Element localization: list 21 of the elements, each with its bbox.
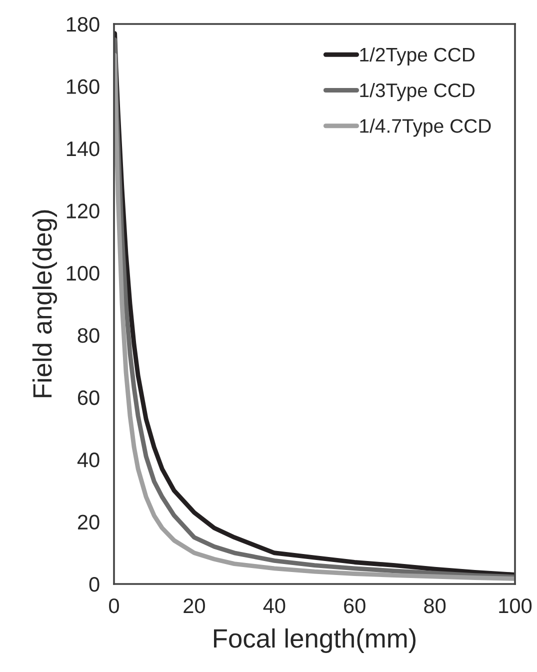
- y-tick-label: 0: [89, 577, 100, 592]
- x-tick-label: 100: [499, 598, 532, 614]
- x-tick-label: 80: [424, 598, 446, 614]
- y-tick-label: 180: [66, 17, 100, 32]
- x-tick-label: 20: [184, 598, 205, 614]
- legend-label: 1/3Type CCD: [360, 82, 475, 102]
- legend-label: 1/2Type CCD: [360, 47, 475, 66]
- y-tick-label: 100: [66, 266, 100, 281]
- y-tick-label: 20: [78, 514, 100, 530]
- x-tick-label: 60: [344, 598, 366, 614]
- x-axis-title: Focal length(mm): [214, 628, 416, 654]
- y-tick-label: 160: [66, 79, 100, 94]
- x-tick-label: 40: [263, 598, 286, 614]
- y-tick-label: 80: [78, 328, 100, 343]
- y-tick-label: 120: [66, 204, 100, 218]
- y-tick-label: 140: [66, 141, 100, 156]
- y-tick-label: 60: [78, 390, 100, 406]
- x-tick-label: 0: [109, 598, 119, 614]
- legend-label: 1/4.7Type CCD: [360, 118, 491, 137]
- y-axis-title: Field angle(deg): [32, 210, 58, 398]
- y-tick-label: 40: [77, 452, 100, 468]
